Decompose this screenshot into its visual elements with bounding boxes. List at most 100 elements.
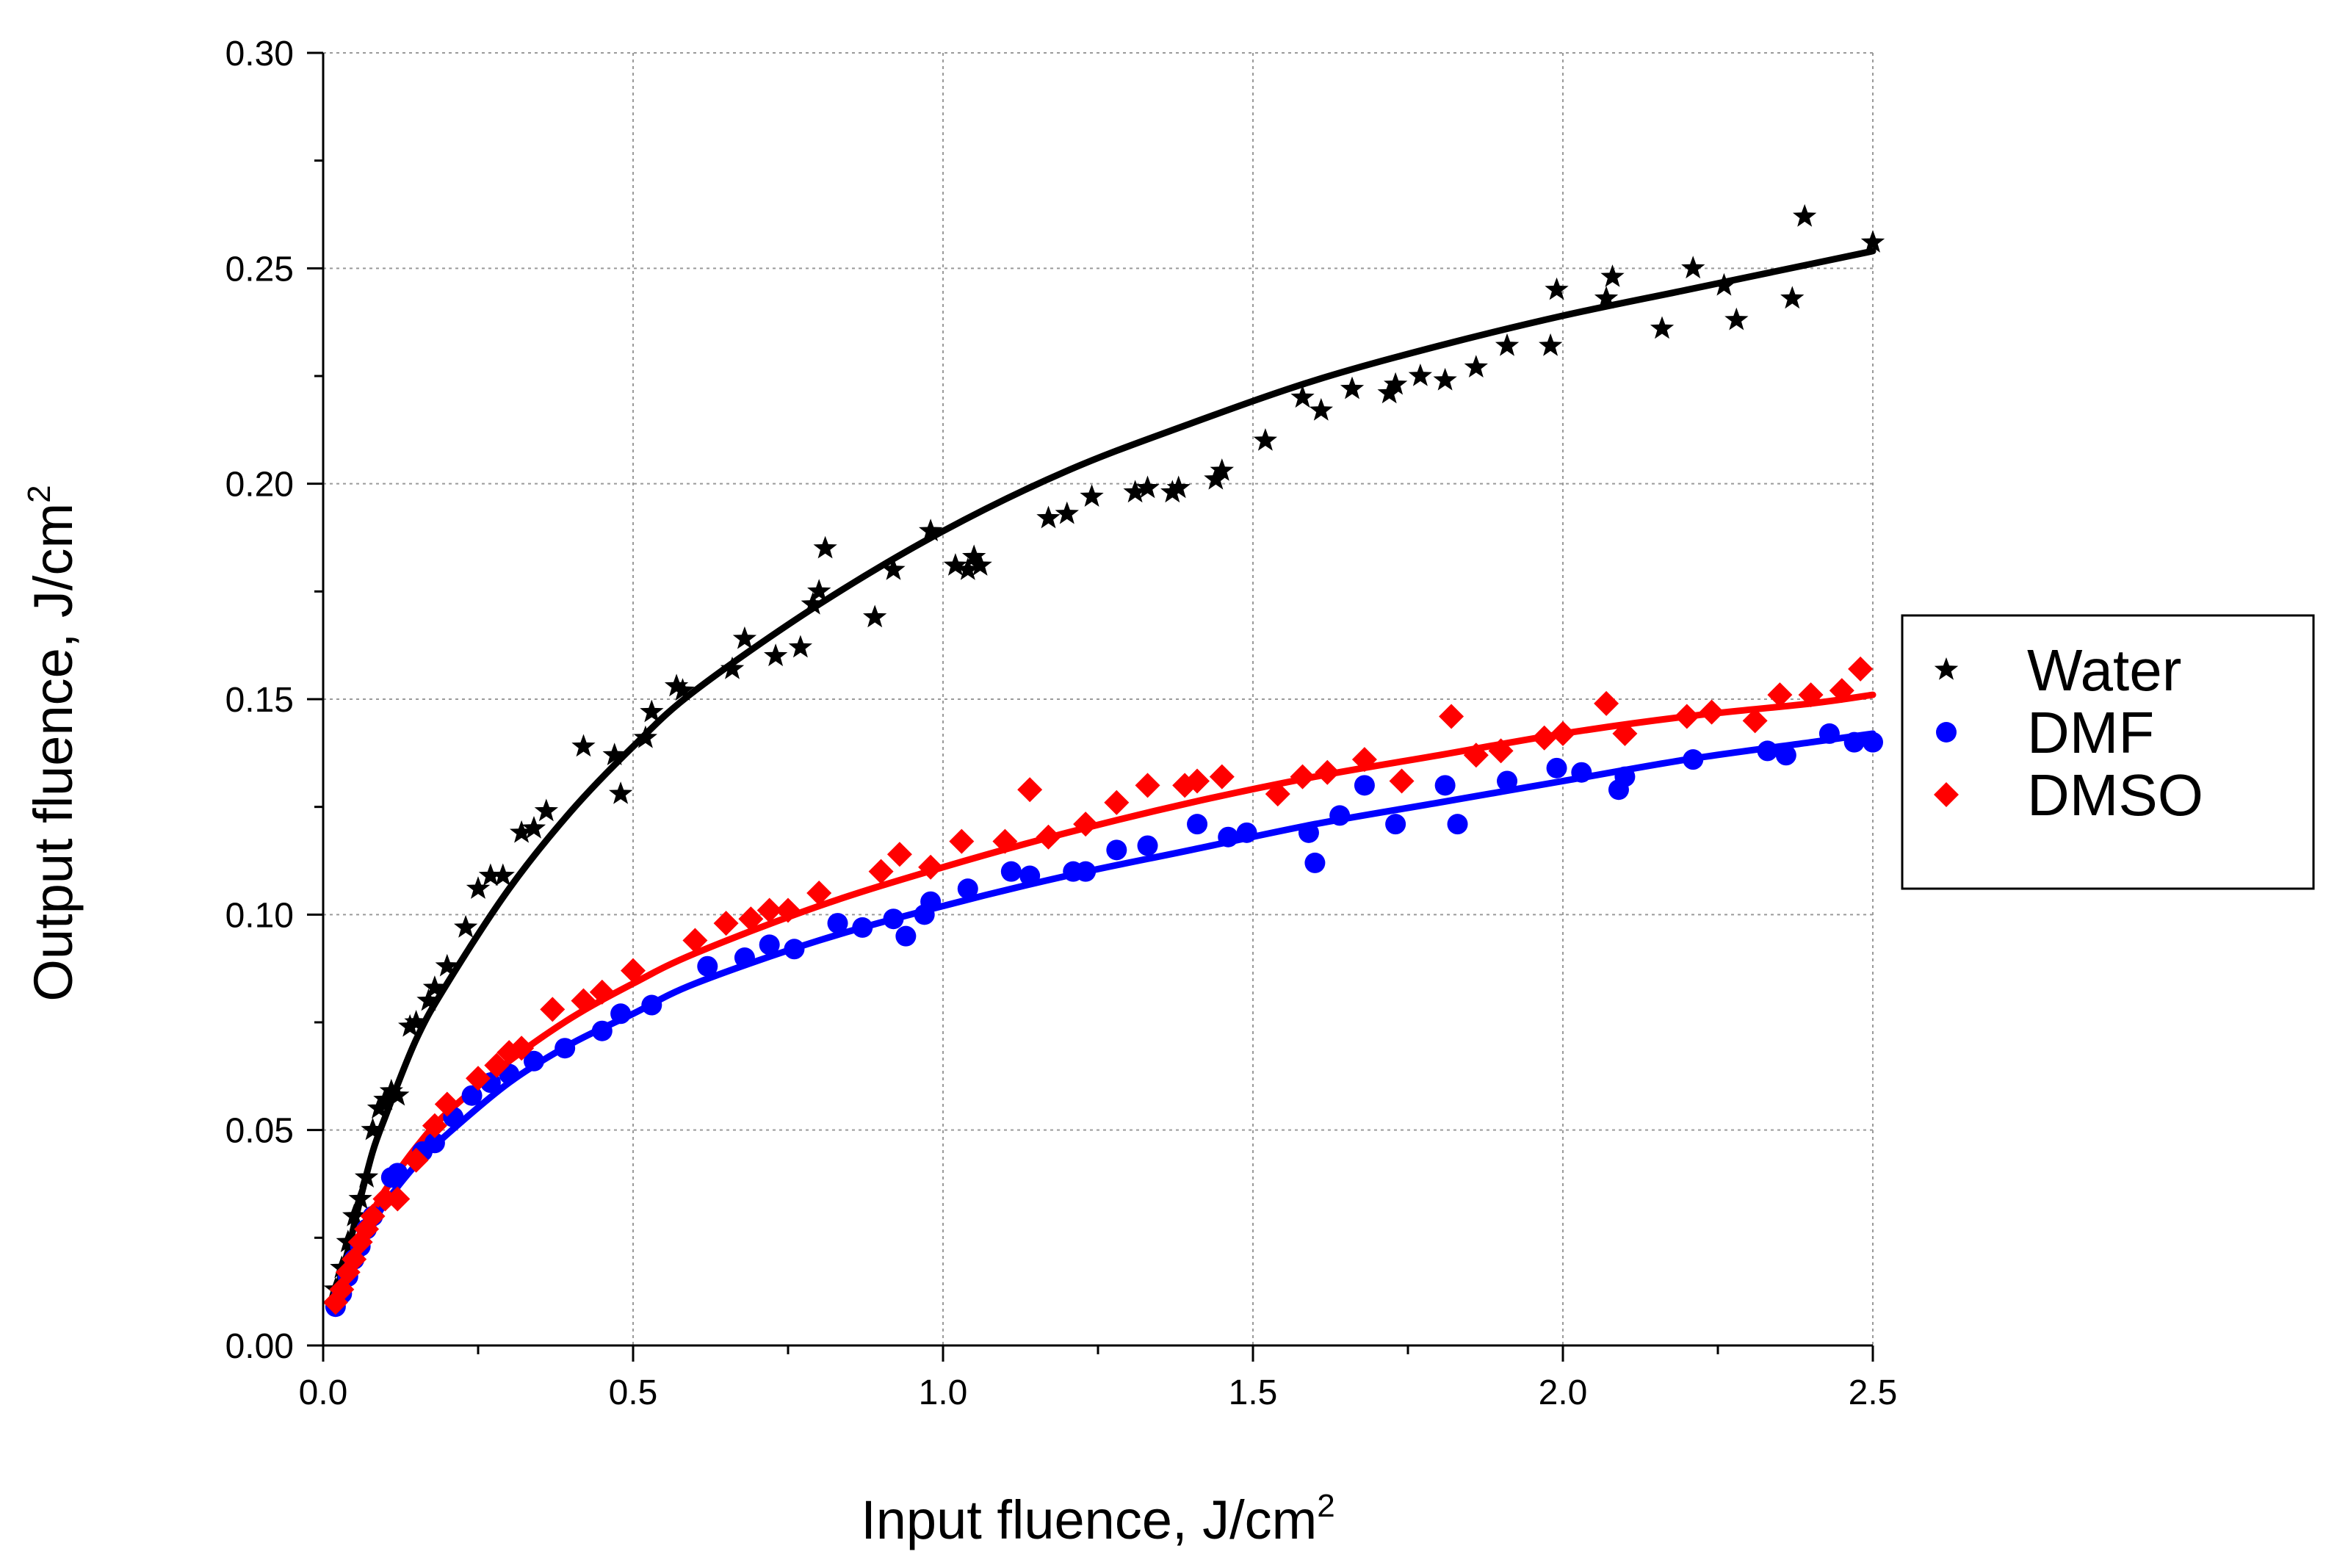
dmf-data-point bbox=[1757, 740, 1778, 762]
dmf-data-point bbox=[1434, 775, 1456, 796]
dmso-data-point bbox=[1829, 678, 1854, 704]
dmf-data-point bbox=[1571, 762, 1592, 783]
grid bbox=[323, 52, 1874, 1345]
water-data-point bbox=[1793, 203, 1817, 227]
y-tick-label: 0.30 bbox=[225, 35, 294, 73]
water-data-point bbox=[1408, 364, 1432, 386]
water-data-point bbox=[919, 519, 943, 541]
water-data-point bbox=[416, 988, 441, 1011]
dmf-data-point bbox=[641, 994, 662, 1016]
dmf-data-point bbox=[920, 891, 942, 912]
water-data-point bbox=[671, 678, 695, 701]
dmso-data-point bbox=[1848, 656, 1874, 682]
water-data-point bbox=[1123, 480, 1147, 503]
water-data-point bbox=[788, 635, 812, 658]
water-data-point bbox=[943, 553, 967, 576]
water-data-point bbox=[534, 798, 558, 822]
dmf-data-point bbox=[784, 939, 805, 960]
water-data-point bbox=[404, 1010, 428, 1033]
x-axis-title: Input fluence, J/cm2 bbox=[861, 1488, 1335, 1550]
dmso-data-point bbox=[466, 1066, 491, 1091]
dmf-data-point bbox=[734, 947, 755, 968]
dmf-data-point bbox=[591, 1020, 613, 1041]
water-data-point bbox=[609, 781, 633, 804]
water-data-point bbox=[1036, 505, 1061, 529]
legend-water-marker bbox=[1934, 657, 1959, 680]
water-fit-line bbox=[332, 248, 1877, 1298]
water-data-point bbox=[881, 557, 906, 580]
dmf-data-point bbox=[461, 1085, 483, 1106]
legend-box bbox=[1901, 614, 2315, 890]
y-tick-label: 0.20 bbox=[225, 466, 294, 505]
dmf-data-point bbox=[759, 934, 780, 955]
dmso-data-point bbox=[1550, 720, 1575, 746]
legend-dmf-marker bbox=[1936, 722, 1957, 743]
y-tick-label: 0.10 bbox=[225, 896, 294, 935]
dmf-data-point bbox=[424, 1132, 445, 1154]
dmso-data-point bbox=[484, 1052, 510, 1078]
dmso-data-point bbox=[1135, 773, 1160, 798]
water-data-point bbox=[720, 656, 745, 679]
dmso-data-point bbox=[621, 958, 646, 983]
water-data-point bbox=[509, 820, 534, 843]
water-data-point bbox=[571, 734, 596, 757]
water-data-point bbox=[1384, 372, 1408, 395]
dmf-data-point bbox=[387, 1163, 408, 1184]
dmf-data-point bbox=[1106, 839, 1127, 861]
dmso-data-point bbox=[354, 1216, 380, 1242]
dmso-data-point bbox=[1742, 708, 1768, 734]
y-axis-title: Output fluence, J/cm2 bbox=[21, 485, 84, 1001]
dmf-data-point bbox=[1218, 826, 1239, 848]
water-data-point bbox=[1080, 484, 1104, 507]
water-data-point bbox=[336, 1229, 360, 1252]
dmso-data-point bbox=[1315, 759, 1340, 785]
water-data-point bbox=[813, 535, 837, 559]
dmf-data-point bbox=[957, 878, 978, 900]
dmso-data-point bbox=[1531, 725, 1557, 751]
dmso-data-point bbox=[868, 859, 894, 884]
dmso-data-point bbox=[1767, 682, 1793, 708]
water-data-point bbox=[454, 914, 478, 938]
y-tick-label: 0.25 bbox=[225, 250, 294, 289]
water-data-point bbox=[1860, 230, 1885, 253]
water-data-point bbox=[354, 1165, 379, 1188]
y-tick-label: 0.15 bbox=[225, 681, 294, 720]
x-axis-title-superscript: 2 bbox=[1317, 1488, 1334, 1524]
water-data-point bbox=[1712, 272, 1736, 296]
x-tick-label: 1.5 bbox=[1229, 1373, 1278, 1412]
dmso-data-point bbox=[918, 854, 944, 880]
water-data-point bbox=[422, 975, 447, 998]
dmso-fit-line bbox=[332, 691, 1877, 1301]
dmf-data-point bbox=[1843, 731, 1865, 753]
water-data-point bbox=[1780, 286, 1805, 309]
water-data-point bbox=[1160, 480, 1185, 503]
water-data-point bbox=[1495, 333, 1520, 356]
dmf-data-point bbox=[697, 955, 718, 977]
dmf-data-point bbox=[610, 1003, 632, 1025]
tick-labels: 0.0 0.5 1.0 1.5 2.0 2.5 0.00 0.05 0.10 0.15 0.20 0.… bbox=[225, 35, 1898, 1412]
water-data-point bbox=[1650, 316, 1675, 339]
dmso-data-point bbox=[589, 979, 615, 1005]
water-data-point bbox=[1055, 501, 1079, 524]
water-data-point bbox=[968, 553, 992, 576]
water-data-point bbox=[602, 743, 626, 765]
water-data-point bbox=[1724, 307, 1749, 330]
water-data-point bbox=[466, 876, 491, 899]
y-axis-title-superscript: 2 bbox=[21, 485, 57, 502]
dmso-data-point bbox=[1612, 720, 1638, 746]
x-tick-label: 1.0 bbox=[919, 1373, 968, 1412]
dmso-data-point bbox=[1439, 704, 1464, 729]
water-data-point bbox=[1253, 428, 1277, 451]
water-data-point bbox=[1166, 475, 1191, 499]
water-data-point bbox=[1290, 385, 1315, 408]
dmf-data-point bbox=[1683, 749, 1704, 770]
dmf-data-point bbox=[895, 925, 917, 947]
dmf-data-point bbox=[1497, 770, 1518, 792]
water-data-point bbox=[398, 1014, 422, 1037]
water-data-point bbox=[640, 699, 664, 723]
dmf-data-point bbox=[1187, 814, 1208, 835]
dmf-data-point bbox=[1614, 766, 1636, 787]
water-data-point bbox=[361, 1117, 385, 1141]
dmf-data-point bbox=[1354, 775, 1375, 796]
